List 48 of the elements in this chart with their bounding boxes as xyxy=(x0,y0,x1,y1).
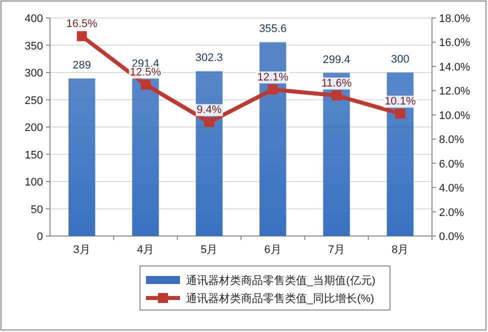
y-tick-label: 0 xyxy=(36,231,43,243)
y2-tick-label: 0.0% xyxy=(439,231,464,243)
point xyxy=(76,31,87,42)
point xyxy=(140,80,150,90)
point xyxy=(204,117,214,128)
bar xyxy=(132,77,159,236)
point xyxy=(395,108,406,119)
bar xyxy=(259,42,286,236)
y2-tick-label: 12.0% xyxy=(439,86,470,98)
y-tick-label: 300 xyxy=(24,68,43,80)
point xyxy=(268,84,278,94)
y2-tick-label: 2.0% xyxy=(439,206,464,219)
x-tick-label: 5月 xyxy=(200,244,218,256)
y-tick-label: 250 xyxy=(24,94,43,107)
y2-tick-label: 18.0% xyxy=(439,13,470,25)
data-label: 12.1% xyxy=(257,71,289,84)
x-tick-label: 8月 xyxy=(392,244,409,256)
data-label: 289 xyxy=(72,59,92,72)
y-tick-label: 400 xyxy=(24,13,43,25)
y-tick-label: 200 xyxy=(24,122,43,134)
y-tick-label: 150 xyxy=(24,149,43,162)
data-label: 9.4% xyxy=(196,104,222,116)
bar xyxy=(68,78,96,236)
data-label: 10.1% xyxy=(384,96,416,108)
x-tick-label: 3月 xyxy=(73,244,90,256)
data-label: 16.5% xyxy=(66,18,98,30)
data-label: 302.3 xyxy=(195,52,223,64)
y-tick-label: 100 xyxy=(24,176,43,188)
y2-tick-label: 10.0% xyxy=(439,110,470,122)
point xyxy=(332,90,342,101)
y-tick-label: 50 xyxy=(30,204,43,216)
y-tick-label: 350 xyxy=(24,40,43,52)
data-label: 11.6% xyxy=(321,78,352,90)
data-label: 300 xyxy=(390,54,410,66)
x-tick-label: 7月 xyxy=(328,244,346,256)
bar xyxy=(196,71,223,236)
y2-tick-label: 6.0% xyxy=(439,158,464,170)
data-label: 355.6 xyxy=(259,23,287,36)
legend-label: 通讯器材类商品零售类值_同比增长(%) xyxy=(186,292,374,305)
data-label: 299.4 xyxy=(322,54,350,66)
y2-tick-label: 14.0% xyxy=(439,61,470,74)
y2-tick-label: 4.0% xyxy=(439,182,464,195)
legend-label: 通讯器材类商品零售类值_当期值(亿元) xyxy=(186,274,376,287)
y2-tick-label: 8.0% xyxy=(439,134,464,146)
bar xyxy=(386,72,414,236)
y2-tick-label: 16.0% xyxy=(439,37,470,50)
x-tick-label: 6月 xyxy=(264,244,282,256)
x-tick-label: 4月 xyxy=(136,244,154,256)
